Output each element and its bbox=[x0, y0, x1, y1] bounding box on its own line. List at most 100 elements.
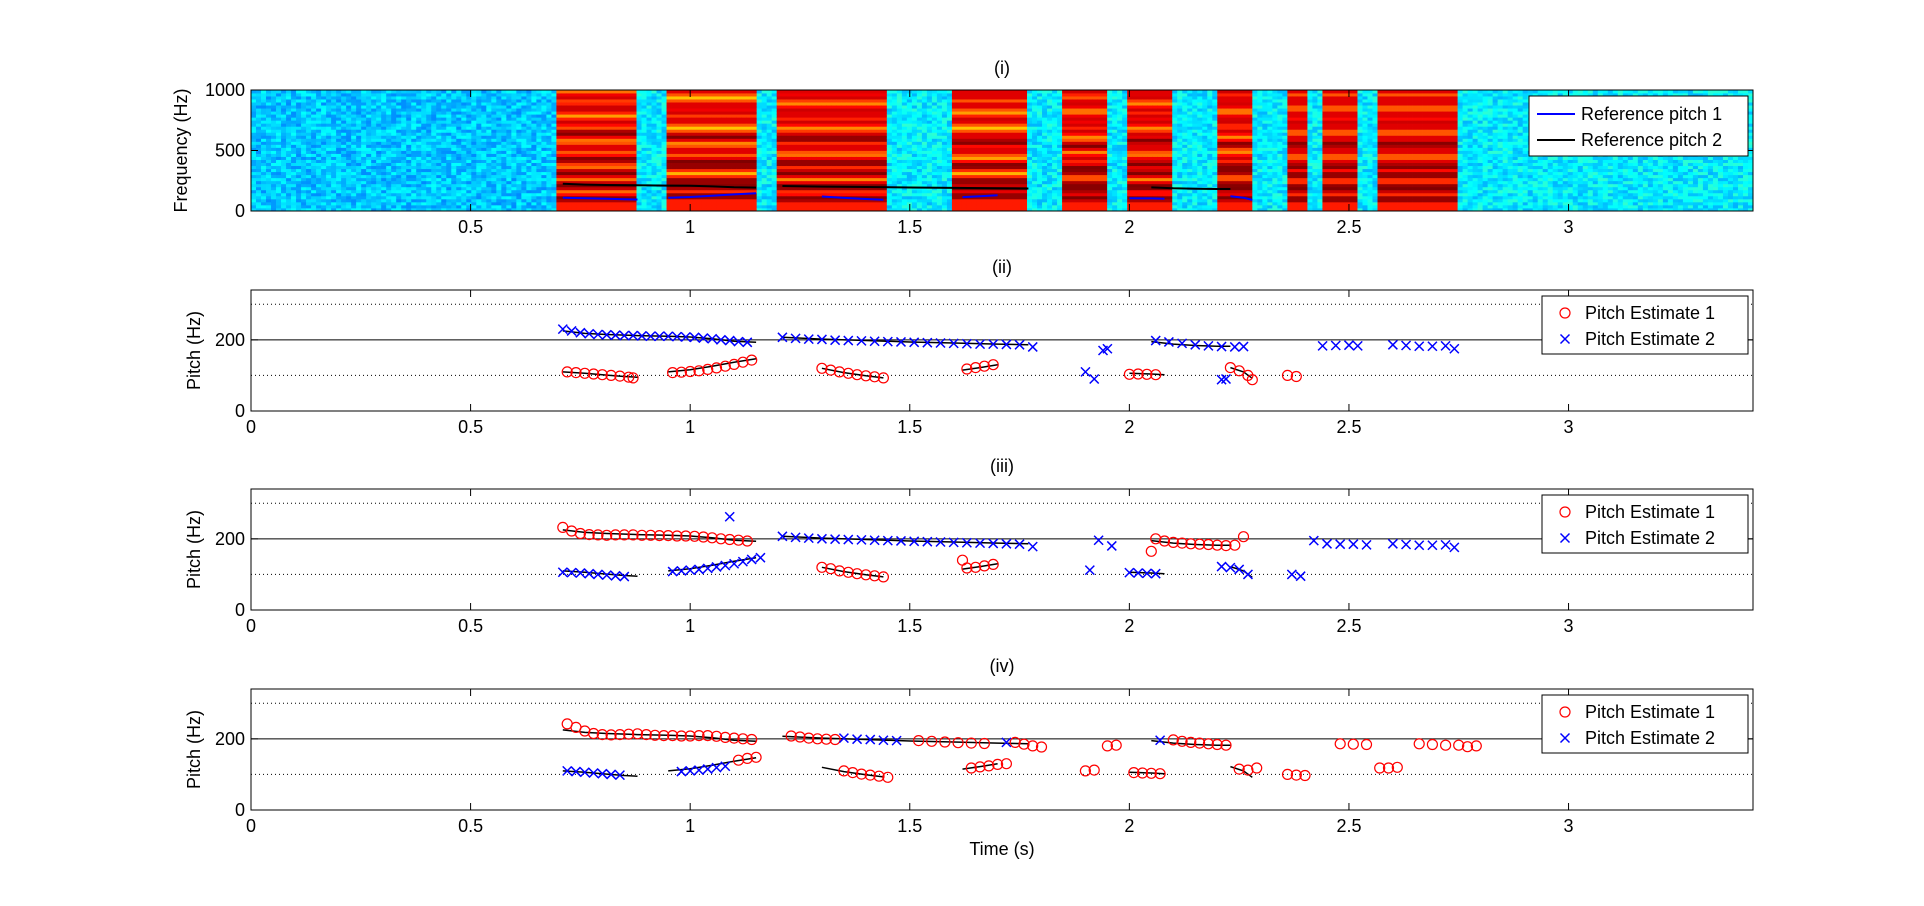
spectrogram-cell bbox=[621, 201, 627, 206]
spectrogram-cell bbox=[636, 144, 642, 148]
spectrogram-cell bbox=[381, 117, 387, 121]
spectrogram-cell bbox=[701, 114, 708, 118]
spectrogram-cell bbox=[296, 186, 302, 191]
spectrogram-cell bbox=[681, 93, 687, 97]
spectrogram-cell bbox=[486, 195, 492, 200]
spectrogram-cell bbox=[496, 144, 502, 148]
spectrogram-cell bbox=[441, 99, 447, 103]
spectrogram-cell bbox=[451, 102, 457, 106]
spectrogram-cell bbox=[726, 138, 733, 142]
spectrogram-cell bbox=[581, 180, 587, 185]
spectrogram-cell bbox=[311, 186, 317, 191]
spectrogram-cell bbox=[866, 123, 873, 127]
spectrogram-cell bbox=[311, 120, 317, 124]
spectrogram-cell bbox=[441, 102, 447, 106]
spectrogram-cell bbox=[421, 126, 427, 130]
spectrogram-cell bbox=[296, 141, 302, 145]
spectrogram-cell bbox=[856, 177, 863, 182]
spectrogram-cell bbox=[781, 153, 788, 157]
spectrogram-cell bbox=[261, 93, 267, 97]
spectrogram-cell bbox=[266, 162, 272, 167]
spectrogram-cell bbox=[766, 123, 773, 127]
spectrogram-cell bbox=[676, 165, 682, 170]
spectrogram-cell bbox=[766, 96, 773, 100]
spectrogram-cell bbox=[371, 138, 377, 142]
spectrogram-cell bbox=[751, 165, 758, 170]
spectrogram-cell bbox=[566, 126, 572, 130]
spectrogram-cell bbox=[276, 90, 282, 94]
spectrogram-cell bbox=[291, 111, 297, 115]
spectrogram-cell bbox=[371, 90, 377, 94]
spectrogram-cell bbox=[761, 150, 768, 154]
spectrogram-cell bbox=[506, 201, 512, 206]
spectrogram-cell bbox=[421, 102, 427, 106]
spectrogram-cell bbox=[316, 108, 322, 112]
spectrogram-cell bbox=[496, 174, 502, 179]
spectrogram-cell bbox=[631, 156, 637, 160]
spectrogram-cell bbox=[671, 132, 677, 136]
spectrogram-cell bbox=[796, 105, 803, 109]
spectrogram-cell bbox=[276, 150, 282, 154]
spectrogram-cell bbox=[616, 207, 622, 211]
spectrogram-cell bbox=[571, 93, 577, 97]
spectrogram-cell bbox=[771, 120, 778, 124]
spectrogram-cell bbox=[571, 201, 577, 206]
spectrogram-cell bbox=[291, 156, 297, 160]
spectrogram-cell bbox=[766, 201, 773, 206]
spectrogram-cell bbox=[306, 162, 312, 167]
spectrogram-cell bbox=[536, 147, 542, 151]
spectrogram-cell bbox=[296, 165, 302, 170]
spectrogram-cell bbox=[671, 156, 677, 160]
spectrogram-cell bbox=[716, 189, 723, 194]
spectrogram-cell bbox=[306, 114, 312, 118]
spectrogram-cell bbox=[836, 144, 843, 148]
spectrogram-cell bbox=[456, 195, 462, 200]
spectrogram-cell bbox=[631, 201, 637, 206]
spectrogram-cell bbox=[856, 111, 863, 115]
spectrogram-cell bbox=[521, 156, 527, 160]
spectrogram-cell bbox=[796, 156, 803, 160]
spectrogram-cell bbox=[711, 165, 718, 170]
spectrogram-cell bbox=[281, 147, 287, 151]
spectrogram-cell bbox=[311, 165, 317, 170]
spectrogram-cell bbox=[451, 171, 457, 176]
spectrogram-cell bbox=[746, 135, 753, 139]
spectrogram-cell bbox=[606, 141, 612, 145]
spectrogram-cell bbox=[251, 102, 257, 106]
spectrogram-cell bbox=[606, 144, 612, 148]
spectrogram-cell bbox=[726, 144, 733, 148]
spectrogram-cell bbox=[836, 180, 843, 185]
spectrogram-cell bbox=[741, 129, 748, 133]
spectrogram-cell bbox=[831, 165, 838, 170]
spectrogram-cell bbox=[266, 96, 272, 100]
spectrogram-cell bbox=[526, 153, 532, 157]
spectrogram-cell bbox=[686, 168, 692, 173]
spectrogram-cell bbox=[581, 111, 587, 115]
spectrogram-cell bbox=[426, 141, 432, 145]
spectrogram-cell bbox=[586, 108, 592, 112]
spectrogram-cell bbox=[396, 171, 402, 176]
spectrogram-cell bbox=[551, 198, 557, 203]
spectrogram-cell bbox=[381, 162, 387, 167]
spectrogram-cell bbox=[551, 144, 557, 148]
spectrogram-cell bbox=[551, 90, 557, 94]
spectrogram-cell bbox=[306, 174, 312, 179]
spectrogram-cell bbox=[601, 186, 607, 191]
spectrogram-cell bbox=[806, 117, 813, 121]
spectrogram-cell bbox=[526, 150, 532, 154]
spectrogram-cell bbox=[416, 96, 422, 100]
spectrogram-cell bbox=[496, 207, 502, 211]
spectrogram-cell bbox=[521, 96, 527, 100]
spectrogram-cell bbox=[506, 99, 512, 103]
spectrogram-cell bbox=[556, 135, 562, 139]
spectrogram-cell bbox=[276, 195, 282, 200]
spectrogram-cell bbox=[746, 162, 753, 167]
spectrogram-cell bbox=[466, 174, 472, 179]
spectrogram-cell bbox=[521, 174, 527, 179]
spectrogram-cell bbox=[651, 117, 657, 121]
spectrogram-cell bbox=[556, 144, 562, 148]
spectrogram-cell bbox=[306, 96, 312, 100]
spectrogram-cell bbox=[856, 108, 863, 112]
spectrogram-cell bbox=[861, 102, 868, 106]
spectrogram-cell bbox=[376, 204, 382, 209]
